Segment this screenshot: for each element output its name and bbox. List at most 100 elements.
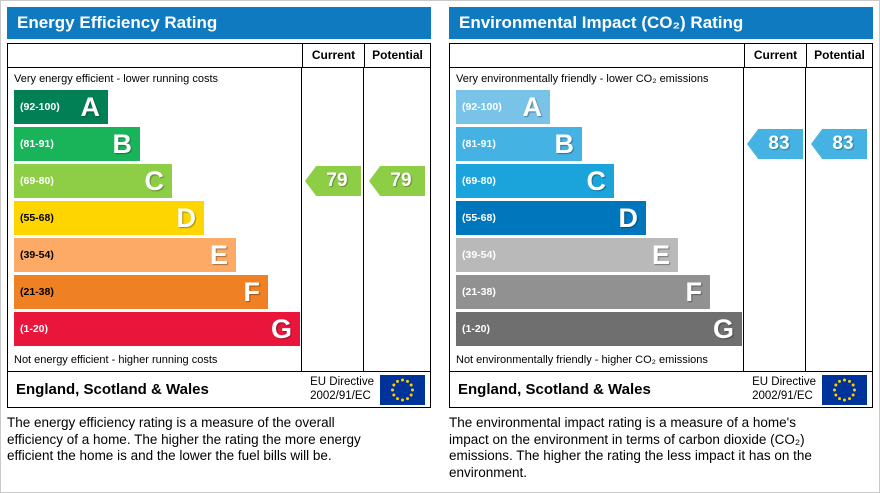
band-letter: A — [80, 91, 101, 122]
energy-description: The energy efficiency rating is a measur… — [7, 415, 361, 464]
band-letter: F — [243, 276, 261, 307]
bottom-caption: Not energy efficient - higher running co… — [14, 354, 218, 366]
energy-panel-title: Energy Efficiency Rating — [17, 13, 218, 32]
band-row: (39-54) E — [456, 238, 872, 272]
top-caption: Very energy efficient - lower running co… — [14, 73, 219, 85]
energy-panel-header: Energy Efficiency Rating — [7, 7, 431, 39]
bottom-caption: Not environmentally friendly - higher CO… — [456, 354, 708, 366]
band-row: (92-100) A — [14, 90, 430, 124]
energy-chart-body: Very energy efficient - lower running co… — [8, 68, 430, 371]
band-f: (21-38) F — [456, 275, 710, 309]
band-range: (1-20) — [20, 323, 49, 335]
current-rating-arrow: 83 — [747, 129, 803, 159]
potential-column-divider — [363, 68, 364, 371]
band-d: (55-68) D — [456, 201, 646, 235]
potential-column-header: Potential — [806, 44, 872, 67]
current-rating-arrow: 79 — [305, 166, 361, 196]
band-row: (55-68) D — [14, 201, 430, 235]
energy-chart-footer: England, Scotland & Wales EU Directive 2… — [8, 371, 430, 407]
band-row: (69-80) C — [14, 164, 430, 198]
band-letter: C — [144, 165, 165, 196]
current-column-header: Current — [744, 44, 806, 67]
band-g: (1-20) G — [14, 312, 300, 346]
environmental-chart-footer: England, Scotland & Wales EU Directive 2… — [450, 371, 872, 407]
band-row: (92-100) A — [456, 90, 872, 124]
current-rating-value: 83 — [768, 133, 790, 154]
current-column-divider — [743, 68, 744, 371]
band-range: (39-54) — [462, 249, 496, 261]
band-range: (21-38) — [20, 286, 54, 298]
environmental-chart-body: Very environmentally friendly - lower CO… — [450, 68, 872, 371]
current-column-divider — [301, 68, 302, 371]
band-letter: B — [112, 128, 133, 159]
band-range: (92-100) — [462, 101, 502, 113]
band-letter: D — [618, 202, 639, 233]
eu-directive-line2: 2002/91/EC — [310, 389, 371, 402]
potential-rating-value: 83 — [832, 133, 854, 154]
band-c: (69-80) C — [456, 164, 614, 198]
potential-rating-arrow: 83 — [811, 129, 867, 159]
band-a: (92-100) A — [456, 90, 550, 124]
band-letter: E — [209, 239, 228, 270]
environmental-description: The environmental impact rating is a mea… — [449, 415, 812, 480]
band-letter: F — [685, 276, 703, 307]
region-label: England, Scotland & Wales — [458, 381, 651, 398]
band-letter: B — [554, 128, 575, 159]
band-letter: D — [176, 202, 197, 233]
band-e: (39-54) E — [14, 238, 236, 272]
band-letter: E — [651, 239, 670, 270]
band-row: (39-54) E — [14, 238, 430, 272]
eu-flag-icon — [380, 374, 425, 405]
band-range: (69-80) — [462, 175, 496, 187]
column-header-spacer — [8, 44, 302, 67]
energy-efficiency-panel: Energy Efficiency Rating Current Potenti… — [7, 7, 431, 486]
band-range: (21-38) — [462, 286, 496, 298]
eu-directive-line1: EU Directive — [752, 375, 816, 388]
eu-flag-icon — [822, 374, 867, 405]
band-g: (1-20) G — [456, 312, 742, 346]
band-row: (1-20) G — [14, 312, 430, 346]
column-header-row: Current Potential — [8, 44, 430, 68]
band-letter: A — [522, 91, 543, 122]
band-row: (21-38) F — [456, 275, 872, 309]
band-range: (69-80) — [20, 175, 54, 187]
band-range: (55-68) — [462, 212, 496, 224]
region-label: England, Scotland & Wales — [16, 381, 209, 398]
environmental-panel-title: Environmental Impact (CO₂) Rating — [459, 13, 744, 32]
band-range: (39-54) — [20, 249, 54, 261]
potential-column-divider — [805, 68, 806, 371]
band-d: (55-68) D — [14, 201, 204, 235]
potential-rating-value: 79 — [390, 170, 412, 191]
eu-directive-label: EU Directive 2002/91/EC — [310, 376, 374, 404]
band-row: (81-91) B — [14, 127, 430, 161]
band-a: (92-100) A — [14, 90, 108, 124]
environmental-panel-header: Environmental Impact (CO₂) Rating — [449, 7, 873, 39]
environmental-impact-panel: Environmental Impact (CO₂) Rating Curren… — [449, 7, 873, 486]
band-row: (81-91) B — [456, 127, 872, 161]
band-range: (1-20) — [462, 323, 491, 335]
energy-chart: Current Potential Very energy efficient … — [7, 43, 431, 408]
current-rating-value: 79 — [326, 170, 348, 191]
band-letter: G — [270, 313, 292, 344]
band-letter: C — [586, 165, 607, 196]
top-caption: Very environmentally friendly - lower CO… — [456, 73, 709, 85]
band-c: (69-80) C — [14, 164, 172, 198]
environmental-chart: Current Potential Very environmentally f… — [449, 43, 873, 408]
band-row: (21-38) F — [14, 275, 430, 309]
band-range: (55-68) — [20, 212, 54, 224]
band-b: (81-91) B — [456, 127, 582, 161]
band-range: (81-91) — [20, 138, 54, 150]
column-header-row: Current Potential — [450, 44, 872, 68]
eu-directive-label: EU Directive 2002/91/EC — [752, 376, 816, 404]
band-row: (55-68) D — [456, 201, 872, 235]
band-row: (1-20) G — [456, 312, 872, 346]
band-b: (81-91) B — [14, 127, 140, 161]
band-e: (39-54) E — [456, 238, 678, 272]
band-letter: G — [712, 313, 734, 344]
potential-column-header: Potential — [364, 44, 430, 67]
band-range: (81-91) — [462, 138, 496, 150]
column-header-spacer — [450, 44, 744, 67]
band-range: (92-100) — [20, 101, 60, 113]
current-column-header: Current — [302, 44, 364, 67]
